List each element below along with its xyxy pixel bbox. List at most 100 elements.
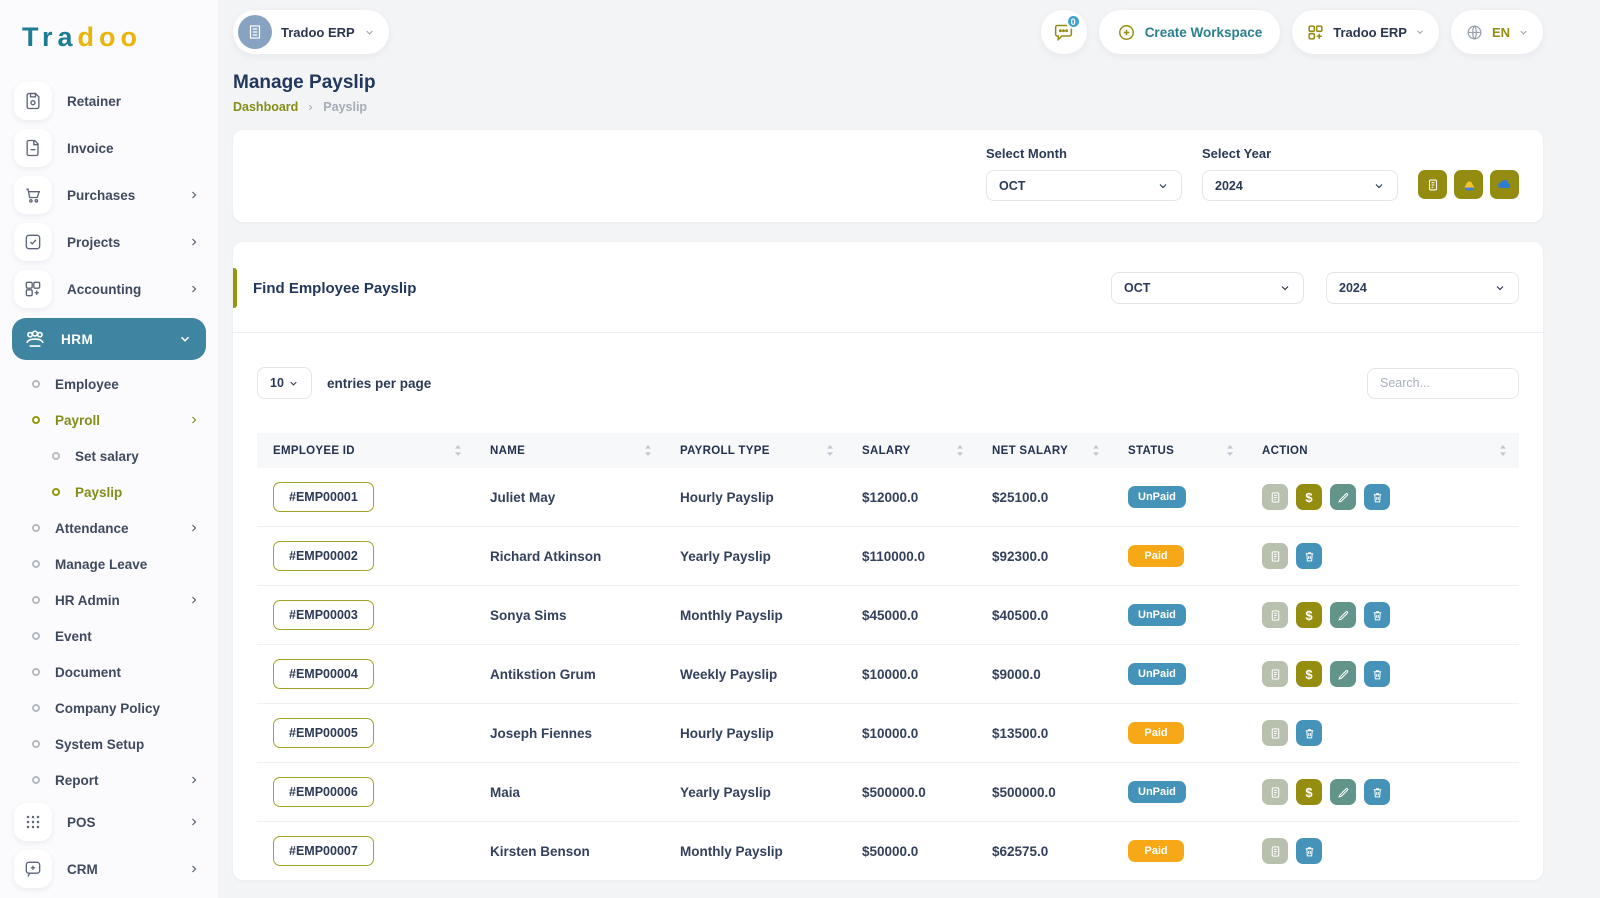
net-salary-value: $40500.0 bbox=[992, 608, 1048, 623]
sidebar-item-event[interactable]: Event bbox=[0, 618, 218, 654]
status-badge: Paid bbox=[1128, 840, 1184, 862]
sidebar-item-attendance[interactable]: Attendance bbox=[0, 510, 218, 546]
messages-button[interactable]: 0 bbox=[1041, 10, 1087, 54]
view-payslip-button[interactable] bbox=[1262, 720, 1288, 746]
delete-payslip-button[interactable] bbox=[1296, 543, 1322, 569]
pay-salary-button[interactable]: $ bbox=[1296, 661, 1322, 687]
row-actions: $ bbox=[1262, 779, 1507, 805]
sidebar-item-invoice[interactable]: Invoice bbox=[0, 125, 218, 171]
cloud-upload-button[interactable] bbox=[1490, 170, 1519, 199]
column-header-salary[interactable]: SALARY bbox=[846, 433, 976, 468]
sort-icon[interactable] bbox=[1092, 444, 1100, 457]
create-workspace-button[interactable]: Create Workspace bbox=[1099, 10, 1281, 54]
sort-icon[interactable] bbox=[1499, 444, 1507, 457]
sort-icon[interactable] bbox=[454, 444, 462, 457]
sidebar-item-payslip[interactable]: Payslip bbox=[0, 474, 218, 510]
chevron-right-icon bbox=[188, 522, 200, 534]
sidebar-item-pos[interactable]: POS bbox=[0, 799, 218, 845]
delete-payslip-button[interactable] bbox=[1364, 661, 1390, 687]
trash-icon bbox=[1303, 845, 1316, 858]
month-select[interactable]: OCT bbox=[986, 170, 1182, 201]
employee-id-pill[interactable]: #EMP00001 bbox=[273, 482, 374, 512]
employee-id-pill[interactable]: #EMP00002 bbox=[273, 541, 374, 571]
export-payslip-button[interactable] bbox=[1418, 170, 1447, 199]
edit-payslip-button[interactable] bbox=[1330, 484, 1356, 510]
payroll-type: Weekly Payslip bbox=[680, 667, 777, 682]
table-row: #EMP00002Richard AtkinsonYearly Payslip$… bbox=[257, 527, 1519, 586]
column-header-status[interactable]: STATUS bbox=[1112, 433, 1246, 468]
view-payslip-button[interactable] bbox=[1262, 543, 1288, 569]
workspace-switch-button[interactable]: Tradoo ERP bbox=[1292, 10, 1439, 54]
year-select[interactable]: 2024 bbox=[1202, 170, 1398, 201]
column-header-employee-id[interactable]: EMPLOYEE ID bbox=[257, 433, 474, 468]
sidebar-item-document[interactable]: Document bbox=[0, 654, 218, 690]
edit-payslip-button[interactable] bbox=[1330, 602, 1356, 628]
search-input[interactable] bbox=[1367, 368, 1519, 399]
employee-id-pill[interactable]: #EMP00003 bbox=[273, 600, 374, 630]
page-size-select[interactable]: 10 bbox=[257, 367, 312, 399]
employee-id-pill[interactable]: #EMP00004 bbox=[273, 659, 374, 689]
view-payslip-button[interactable] bbox=[1262, 838, 1288, 864]
view-payslip-button[interactable] bbox=[1262, 484, 1288, 510]
employee-id-pill[interactable]: #EMP00007 bbox=[273, 836, 374, 866]
column-header-action[interactable]: ACTION bbox=[1246, 433, 1519, 468]
chevron-down-icon bbox=[1157, 180, 1169, 192]
sidebar-item-hr-admin[interactable]: HR Admin bbox=[0, 582, 218, 618]
pencil-icon bbox=[1337, 668, 1350, 681]
delete-payslip-button[interactable] bbox=[1364, 779, 1390, 805]
employee-id-pill[interactable]: #EMP00005 bbox=[273, 718, 374, 748]
view-payslip-button[interactable] bbox=[1262, 661, 1288, 687]
delete-payslip-button[interactable] bbox=[1364, 602, 1390, 628]
sidebar-item-payroll[interactable]: Payroll bbox=[0, 402, 218, 438]
sidebar-item-set-salary[interactable]: Set salary bbox=[0, 438, 218, 474]
sidebar-item-hrm[interactable]: HRM bbox=[12, 318, 206, 360]
sidebar-item-crm[interactable]: CRM bbox=[0, 846, 218, 892]
employee-id-pill[interactable]: #EMP00006 bbox=[273, 777, 374, 807]
find-year-select[interactable]: 2024 bbox=[1326, 272, 1519, 304]
brand-logo[interactable]: Tradoo bbox=[0, 16, 218, 77]
sidebar-item-retainer[interactable]: Retainer bbox=[0, 78, 218, 124]
sidebar-item-projects[interactable]: Projects bbox=[0, 219, 218, 265]
net-salary-value: $13500.0 bbox=[992, 726, 1048, 741]
edit-payslip-button[interactable] bbox=[1330, 661, 1356, 687]
delete-payslip-button[interactable] bbox=[1296, 720, 1322, 746]
column-header-payroll-type[interactable]: PAYROLL TYPE bbox=[664, 433, 846, 468]
delete-payslip-button[interactable] bbox=[1296, 838, 1322, 864]
find-month-select[interactable]: OCT bbox=[1111, 272, 1304, 304]
find-payslip-title: Find Employee Payslip bbox=[253, 280, 416, 297]
view-payslip-button[interactable] bbox=[1262, 602, 1288, 628]
sort-icon[interactable] bbox=[1226, 444, 1234, 457]
sidebar-item-company-policy[interactable]: Company Policy bbox=[0, 690, 218, 726]
google-drive-export-button[interactable] bbox=[1454, 170, 1483, 199]
payslip-file-icon bbox=[1269, 491, 1282, 504]
column-header-name[interactable]: NAME bbox=[474, 433, 664, 468]
workspace-selector[interactable]: Tradoo ERP bbox=[233, 10, 389, 54]
sidebar-item-report[interactable]: Report bbox=[0, 762, 218, 798]
sidebar-item-employee[interactable]: Employee bbox=[0, 366, 218, 402]
pay-salary-button[interactable]: $ bbox=[1296, 779, 1322, 805]
sidebar-item-purchases[interactable]: Purchases bbox=[0, 172, 218, 218]
sort-icon[interactable] bbox=[956, 444, 964, 457]
status-badge: Paid bbox=[1128, 545, 1184, 567]
sidebar-item-system-setup[interactable]: System Setup bbox=[0, 726, 218, 762]
column-header-net-salary[interactable]: NET SALARY bbox=[976, 433, 1112, 468]
column-label: NET SALARY bbox=[992, 445, 1068, 457]
payroll-type: Monthly Payslip bbox=[680, 608, 783, 623]
dollar-icon: $ bbox=[1305, 491, 1312, 504]
sidebar-item-manage-leave[interactable]: Manage Leave bbox=[0, 546, 218, 582]
dollar-icon: $ bbox=[1305, 786, 1312, 799]
view-payslip-button[interactable] bbox=[1262, 779, 1288, 805]
sidebar-item-accounting[interactable]: Accounting bbox=[0, 266, 218, 312]
language-selector[interactable]: EN bbox=[1451, 10, 1543, 54]
breadcrumb-dashboard-link[interactable]: Dashboard bbox=[233, 100, 298, 114]
sort-icon[interactable] bbox=[826, 444, 834, 457]
pay-salary-button[interactable]: $ bbox=[1296, 484, 1322, 510]
delete-payslip-button[interactable] bbox=[1364, 484, 1390, 510]
pay-salary-button[interactable]: $ bbox=[1296, 602, 1322, 628]
edit-payslip-button[interactable] bbox=[1330, 779, 1356, 805]
dollar-icon: $ bbox=[1305, 609, 1312, 622]
net-salary-value: $92300.0 bbox=[992, 549, 1048, 564]
chevron-down-icon bbox=[288, 378, 299, 389]
sort-icon[interactable] bbox=[644, 444, 652, 457]
month-select-value: OCT bbox=[999, 179, 1025, 193]
